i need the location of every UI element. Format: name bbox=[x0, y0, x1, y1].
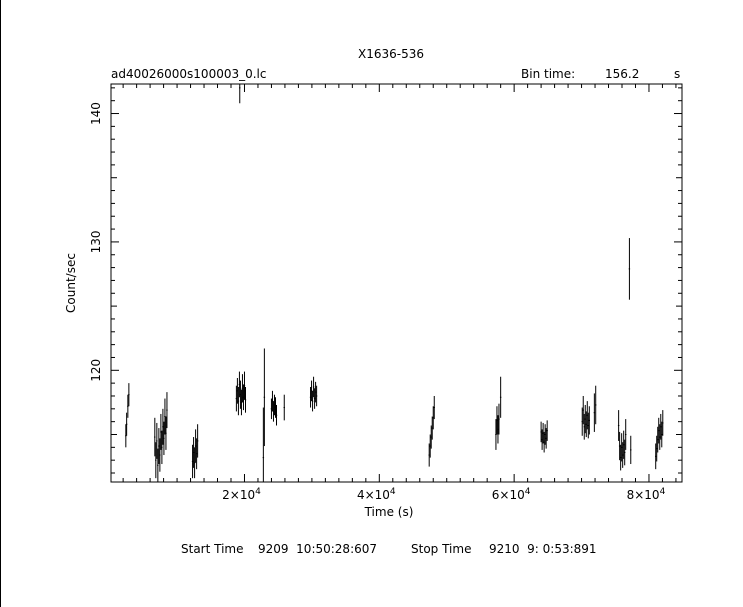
start-time-value: 9209 10:50:28:607 bbox=[258, 542, 378, 556]
y-tick-label: 120 bbox=[89, 359, 103, 382]
x-tick-label: 4×104 bbox=[357, 487, 396, 502]
bin-time-value: 156.2 bbox=[605, 67, 640, 81]
plot-frame bbox=[110, 83, 683, 483]
data-marks bbox=[125, 84, 664, 482]
y-axis-label: Count/sec bbox=[64, 253, 78, 313]
x-axis-label: Time (s) bbox=[364, 505, 414, 519]
chart-title: X1636-536 bbox=[358, 47, 424, 61]
y-tick-label: 140 bbox=[89, 102, 103, 125]
window-left-border bbox=[0, 0, 1, 607]
start-time-label: Start Time bbox=[181, 542, 244, 556]
bin-time-unit: s bbox=[674, 67, 681, 81]
tick-labels: 2×104 4×104 6×104 8×104 120 130 140 bbox=[89, 102, 666, 502]
x-tick-label: 8×104 bbox=[627, 487, 666, 502]
axis-ticks bbox=[111, 84, 682, 482]
x-tick-label: 2×104 bbox=[222, 487, 261, 502]
stop-time-label: Stop Time bbox=[411, 542, 472, 556]
bin-time-label: Bin time: bbox=[521, 67, 576, 81]
x-tick-label: 6×104 bbox=[492, 487, 531, 502]
file-name-label: ad40026000s100003_0.lc bbox=[111, 67, 267, 81]
stop-time-value: 9210 9: 0:53:891 bbox=[489, 542, 597, 556]
y-tick-label: 130 bbox=[89, 230, 103, 253]
